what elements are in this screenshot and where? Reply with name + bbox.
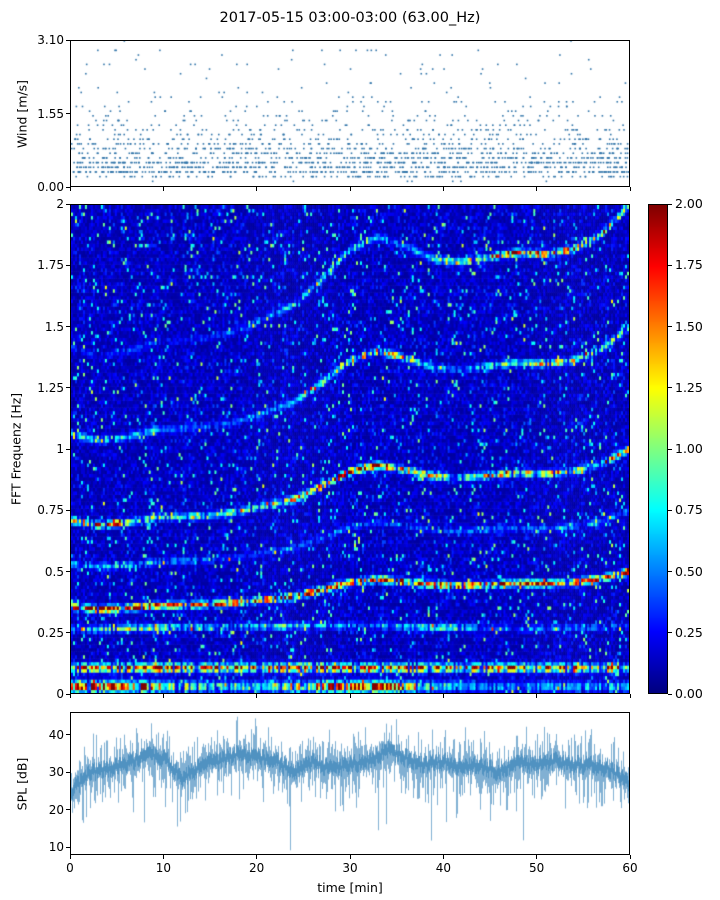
colorbar [648,204,668,694]
x-tick-label: 20 [249,861,265,875]
y-tick-label: 0.25 [37,625,64,640]
y-tick [66,734,70,736]
y-tick-label: 2 [56,197,64,211]
x-tick [349,187,351,191]
y-tick [66,448,70,450]
x-tick [162,694,164,698]
colorbar-tick-label: 1.00 [675,441,703,456]
x-tick [629,187,631,191]
x-tick [69,694,71,698]
x-tick-label: 0 [66,861,74,875]
colorbar-tick-label: 1.50 [675,318,703,334]
colorbar-tick [668,571,672,572]
x-tick-label: 40 [435,861,451,875]
y-tick [66,186,70,188]
spectrogram-canvas [71,205,629,693]
colorbar-tick-label: 0.25 [675,624,703,640]
y-tick [66,39,70,41]
y-tick [66,693,70,695]
y-tick-label: 1.55 [37,106,64,121]
colorbar-tick [668,203,672,205]
y-tick [66,509,70,511]
x-tick [442,694,444,698]
colorbar-tick-label: 1.75 [675,257,703,273]
y-tick-label: 1.5 [44,319,64,334]
y-tick-label: 0.00 [37,180,64,194]
x-tick [536,855,538,859]
x-tick [349,855,351,859]
x-tick [442,187,444,191]
y-tick [66,809,70,811]
colorbar-tick-label: 0.50 [675,563,703,579]
colorbar-tick [668,387,672,389]
y-tick [66,387,70,389]
x-axis-label: time [min] [317,880,383,895]
y-tick-label: 40 [48,727,64,742]
x-tick [256,694,258,698]
colorbar-tick [668,693,672,695]
y-tick-label: 3.10 [37,33,64,47]
wind-scatter-canvas [71,41,629,186]
y-tick-label: 0 [56,687,64,701]
x-tick [256,187,258,191]
y-tick [66,203,70,205]
x-tick [629,855,631,859]
colorbar-tick [668,509,672,511]
colorbar-tick-label: 0.00 [675,686,703,701]
colorbar-tick-label: 2.00 [675,196,703,211]
x-tick [256,855,258,859]
x-tick-label: 50 [529,861,545,875]
colorbar-tick [668,448,672,450]
x-tick [536,187,538,191]
x-tick [349,694,351,698]
x-tick [69,855,71,859]
x-tick [162,855,164,859]
x-tick [162,187,164,191]
x-tick-label: 60 [622,861,638,875]
y-tick [66,632,70,634]
y-tick-label: 0.5 [44,564,64,579]
x-tick-label: 30 [342,861,358,875]
colorbar-tick-label: 1.25 [675,379,703,395]
x-tick [629,694,631,698]
spl-canvas [71,713,629,854]
y-tick [66,326,70,327]
y-tick-label: 20 [48,802,64,817]
x-tick [536,694,538,698]
x-tick [442,855,444,859]
colorbar-tick [668,632,672,634]
y-tick-label: 30 [48,765,64,780]
x-tick-label: 10 [155,861,171,875]
spectrogram-panel [70,204,630,694]
y-tick [66,113,70,114]
wind-scatter-panel [70,40,630,187]
colorbar-canvas [649,205,667,693]
colorbar-tick [668,326,672,327]
y-tick-label: 1 [56,442,64,456]
colorbar-tick [668,264,672,266]
y-tick-label: 0.75 [37,503,64,518]
spl-panel [70,712,630,855]
y-tick-label: 1.25 [37,380,64,395]
colorbar-tick-label: 0.75 [675,502,703,518]
x-tick [69,187,71,191]
y-tick [66,571,70,572]
chart-title: 2017-05-15 03:00-03:00 (63.00_Hz) [219,10,481,26]
y-tick [66,771,70,773]
y-tick-label: 10 [48,840,64,855]
y-tick [66,264,70,266]
y-tick-label: 1.75 [37,258,64,273]
y-tick [66,846,70,848]
